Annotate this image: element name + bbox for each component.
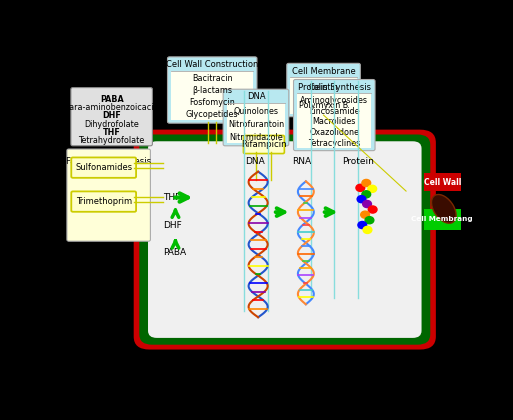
Text: Rifampicin: Rifampicin — [241, 140, 287, 149]
FancyBboxPatch shape — [67, 149, 150, 241]
Text: Protein Synthesis: Protein Synthesis — [298, 83, 371, 92]
Text: Oxazolidone: Oxazolidone — [309, 128, 359, 137]
Text: Bacitracin: Bacitracin — [192, 74, 232, 83]
Text: Nitrofurantoin: Nitrofurantoin — [228, 120, 284, 129]
FancyBboxPatch shape — [167, 57, 257, 123]
FancyBboxPatch shape — [71, 192, 136, 212]
Text: Protein: Protein — [342, 158, 374, 166]
Text: β-lactams: β-lactams — [192, 86, 232, 95]
FancyBboxPatch shape — [223, 89, 289, 146]
Text: Tetracyclines: Tetracyclines — [308, 139, 361, 147]
Text: para-aminobenzoicacid: para-aminobenzoicacid — [64, 103, 159, 112]
Bar — [171, 71, 253, 120]
Text: DHF: DHF — [102, 111, 121, 121]
Bar — [424, 173, 461, 191]
Bar — [290, 77, 357, 114]
Circle shape — [356, 184, 365, 192]
FancyBboxPatch shape — [244, 136, 284, 154]
Circle shape — [358, 221, 367, 228]
FancyBboxPatch shape — [71, 88, 152, 146]
FancyBboxPatch shape — [139, 134, 430, 345]
FancyBboxPatch shape — [71, 158, 136, 178]
FancyBboxPatch shape — [293, 79, 375, 151]
Text: Polymyxin B: Polymyxin B — [299, 101, 348, 110]
Circle shape — [357, 196, 366, 203]
Text: Quinolones: Quinolones — [233, 107, 279, 116]
Circle shape — [363, 226, 372, 234]
Text: DNA: DNA — [245, 158, 265, 166]
Bar — [297, 93, 371, 148]
Text: DNA: DNA — [247, 92, 265, 102]
Text: PABA: PABA — [163, 248, 186, 257]
Circle shape — [361, 211, 369, 218]
Circle shape — [365, 217, 374, 224]
Circle shape — [368, 206, 377, 213]
Text: PABA: PABA — [100, 95, 124, 104]
Text: Cell Membrane: Cell Membrane — [292, 67, 356, 76]
Text: Sulfonamides: Sulfonamides — [75, 163, 132, 172]
FancyBboxPatch shape — [134, 130, 436, 349]
Text: Tetrahydrofolate: Tetrahydrofolate — [78, 136, 145, 145]
Ellipse shape — [431, 194, 456, 223]
Text: Colistin: Colistin — [309, 84, 339, 92]
Text: RNA: RNA — [292, 158, 311, 166]
Text: DHF: DHF — [163, 220, 182, 230]
Text: Dihydrofolate: Dihydrofolate — [84, 120, 139, 129]
FancyBboxPatch shape — [287, 63, 360, 117]
Circle shape — [362, 179, 371, 186]
Text: Trimethoprim: Trimethoprim — [75, 197, 132, 206]
Text: Aminoglycosides: Aminoglycosides — [300, 96, 368, 105]
Text: Cell Membrang: Cell Membrang — [411, 216, 473, 222]
Text: Cell Wall Construction: Cell Wall Construction — [166, 60, 259, 69]
Text: Nitrimidazole: Nitrimidazole — [229, 133, 283, 142]
Bar — [227, 103, 285, 143]
Text: Glycopetides: Glycopetides — [186, 110, 239, 119]
Circle shape — [368, 185, 377, 192]
Bar — [424, 209, 461, 230]
FancyBboxPatch shape — [148, 141, 422, 338]
Text: Macrolides: Macrolides — [312, 117, 356, 126]
Circle shape — [362, 191, 371, 198]
Text: Folic Acid Synthesis: Folic Acid Synthesis — [66, 157, 151, 166]
Circle shape — [363, 200, 371, 207]
Text: Cell Wall: Cell Wall — [424, 178, 461, 186]
Text: THF: THF — [103, 128, 121, 137]
Text: Fosfomycin: Fosfomycin — [189, 98, 235, 108]
Text: Lincosamide: Lincosamide — [309, 107, 360, 116]
Text: THF: THF — [163, 193, 180, 202]
